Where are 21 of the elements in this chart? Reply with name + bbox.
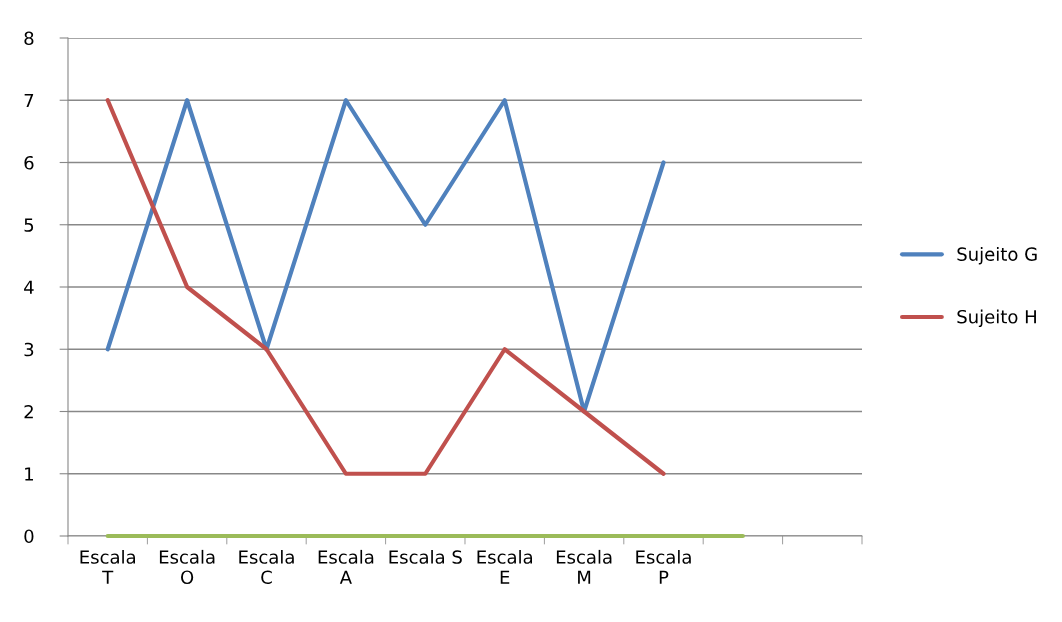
legend-label: Sujeito G xyxy=(957,246,1037,265)
x-tick-label: Escala M xyxy=(556,549,612,584)
y-tick-label: 3 xyxy=(24,342,34,357)
x-tick-label: Escala O xyxy=(159,549,215,585)
x-tick-label: Escala E xyxy=(477,549,532,584)
x-tick-label: Escala T xyxy=(80,549,135,584)
line-series xyxy=(105,98,666,476)
x-tick-label: Escala P xyxy=(636,549,691,584)
y-tick-label: 5 xyxy=(24,218,34,232)
y-tick-label: 2 xyxy=(24,404,33,419)
x-tick-label: Escala C xyxy=(239,549,294,585)
y-tick-label: 8 xyxy=(24,31,34,46)
y-tick-label: 6 xyxy=(24,155,34,170)
legend-label: Sujeito H xyxy=(957,309,1036,328)
y-tick-label: 7 xyxy=(24,93,34,108)
x-tick-label: Escala S xyxy=(389,549,462,564)
line-series xyxy=(105,98,666,414)
x-tick-label: Escala A xyxy=(318,549,374,584)
y-tick-label: 0 xyxy=(24,529,34,544)
y-tick-label: 1 xyxy=(25,467,33,481)
y-tick-label: 4 xyxy=(24,280,34,294)
